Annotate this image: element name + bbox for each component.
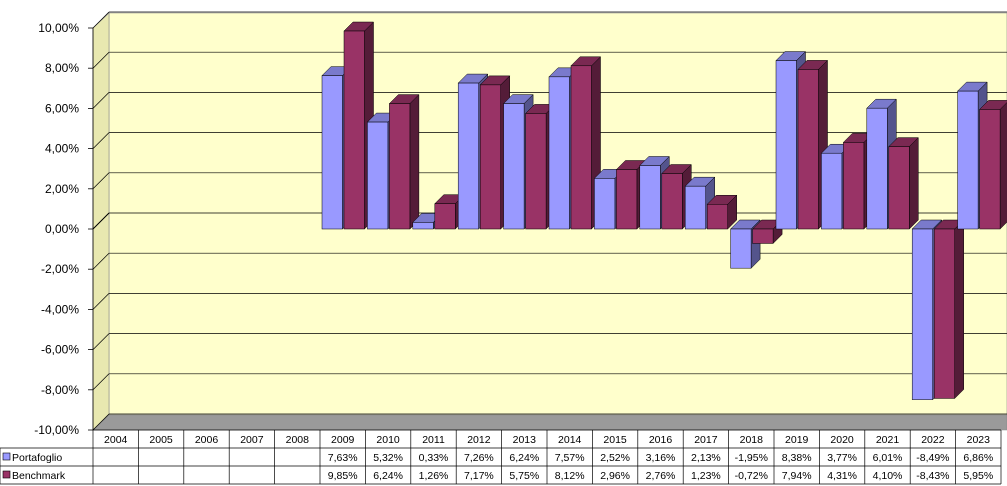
data-label-benchmark: 2,76% [646, 470, 676, 482]
y-axis-tick-labels: 10,00% 8,00% 6,00% 4,00% 2,00% 0,00% -2,00% -4,… [34, 21, 79, 437]
x-tick-label: 2006 [195, 434, 219, 446]
data-label-benchmark: 1,23% [691, 470, 721, 482]
legend-label-portafoglio: Portafoglio [12, 452, 62, 464]
y-tick-label: 4,00% [45, 142, 79, 156]
y-tick-label: 10,00% [38, 21, 79, 35]
gridline-side [92, 172, 110, 190]
bar-benchmark-2021 [888, 136, 919, 230]
data-label-benchmark: 4,10% [873, 470, 903, 482]
x-tick-label: 2005 [149, 434, 173, 446]
x-tick-label: 2007 [240, 434, 264, 446]
bars [321, 21, 1007, 401]
zero-line-side [92, 212, 110, 230]
data-label-benchmark: 4,31% [827, 470, 857, 482]
data-label-portafoglio: 6,86% [963, 452, 993, 464]
y-tick-label: 8,00% [45, 61, 79, 75]
data-label-benchmark: 1,26% [419, 470, 449, 482]
x-tick-label: 2014 [558, 434, 582, 446]
x-tick-label: 2010 [376, 434, 400, 446]
x-tick-label: 2017 [694, 434, 718, 446]
data-label-benchmark: 8,12% [555, 470, 585, 482]
y-tick-label: -10,00% [34, 423, 79, 437]
y-tick-label: -8,00% [41, 383, 79, 397]
data-label-benchmark: 9,85% [328, 470, 358, 482]
gridline-side [92, 51, 110, 69]
x-tick-label: 2023 [967, 434, 991, 446]
bar-benchmark-2017 [706, 194, 738, 230]
data-label-benchmark: 2,96% [600, 470, 630, 482]
x-tick-label: 2011 [422, 434, 445, 446]
x-tick-label: 2018 [740, 434, 764, 446]
x-tick-label: 2009 [331, 434, 355, 446]
y-tick-label: -2,00% [41, 262, 79, 276]
x-tick-label: 2020 [830, 434, 854, 446]
x-tick-label: 2013 [513, 434, 537, 446]
gridline-side [92, 92, 110, 109]
bar-benchmark-2019 [797, 59, 829, 230]
data-label-benchmark: 7,94% [782, 470, 812, 482]
data-label-benchmark: 6,24% [373, 470, 403, 482]
data-label-portafoglio: 6,24% [509, 452, 539, 464]
gridline-side [92, 413, 110, 431]
bar-portafoglio-2018 [729, 219, 761, 269]
x-tick-label: 2022 [921, 434, 945, 446]
x-tick-label: 2019 [785, 434, 809, 446]
data-label-benchmark: 5,75% [509, 470, 539, 482]
data-label-portafoglio: 7,26% [464, 452, 494, 464]
data-label-portafoglio: 6,01% [873, 452, 903, 464]
gridline-side [92, 373, 110, 391]
data-label-portafoglio: 7,57% [555, 452, 585, 464]
x-tick-label: 2004 [104, 434, 128, 446]
data-label-benchmark: 7,17% [464, 470, 494, 482]
data-label-portafoglio: 0,33% [419, 452, 449, 464]
x-tick-label: 2016 [649, 434, 673, 446]
gridline-side [92, 11, 110, 29]
bar-benchmark-2023 [978, 100, 1007, 230]
data-label-portafoglio: 3,77% [827, 452, 857, 464]
y-tick-label: 2,00% [45, 182, 79, 196]
x-tick-label: 2021 [876, 434, 900, 446]
data-label-portafoglio: 8,38% [782, 452, 812, 464]
data-label-portafoglio: -1,95% [735, 452, 768, 464]
x-tick-label: 2008 [286, 434, 310, 446]
gridline-side [92, 132, 110, 149]
gridline-side [92, 252, 110, 270]
data-label-benchmark: -0,72% [735, 470, 768, 482]
data-label-portafoglio: 7,63% [328, 452, 358, 464]
data-table: 2004 2005 2006 2007 2008 2009 7,63% 9,85% 2010 5,… [0, 429, 1002, 485]
legend-label-benchmark: Benchmark [12, 470, 66, 482]
data-label-benchmark: 5,95% [963, 470, 993, 482]
y-tick-label: -6,00% [41, 343, 79, 357]
data-label-portafoglio: 2,52% [600, 452, 630, 464]
bar-benchmark-2014 [570, 56, 602, 230]
x-tick-label: 2015 [603, 434, 627, 446]
x-tick-label: 2012 [467, 434, 491, 446]
gridline-side [92, 293, 110, 310]
legend-swatch-benchmark [2, 470, 11, 479]
data-label-portafoglio: 2,13% [691, 452, 721, 464]
bar-benchmark-2010 [388, 93, 420, 230]
legend-swatch-portafoglio [2, 452, 11, 461]
data-label-portafoglio: -8,49% [916, 452, 949, 464]
gridline-side [92, 333, 110, 350]
data-label-portafoglio: 3,16% [646, 452, 676, 464]
plot-floor [92, 414, 1007, 431]
y-tick-label: -4,00% [41, 302, 79, 316]
data-label-benchmark: -8,43% [916, 470, 949, 482]
bar-benchmark-2022 [933, 219, 965, 400]
data-label-portafoglio: 5,32% [373, 452, 403, 464]
y-tick-label: 0,00% [45, 222, 79, 236]
y-tick-label: 6,00% [45, 101, 79, 115]
